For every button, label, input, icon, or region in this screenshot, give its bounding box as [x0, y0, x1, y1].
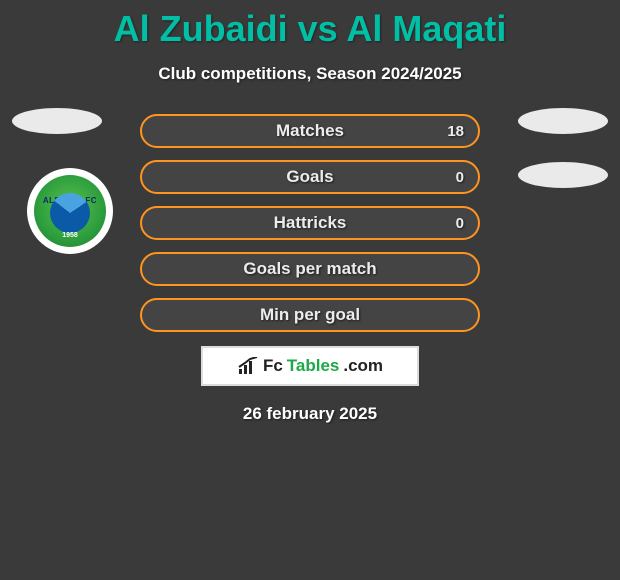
stat-row-goals-per-match: Goals per match	[140, 252, 480, 286]
stat-label: Goals per match	[243, 259, 376, 279]
footer-date: 26 february 2025	[0, 404, 620, 424]
stat-label: Min per goal	[260, 305, 360, 325]
placeholder-oval-right-2	[518, 162, 608, 188]
brand-prefix: Fc	[263, 356, 283, 376]
placeholder-oval-right-1	[518, 108, 608, 134]
club-badge-inner: ALFATEH FC 1958	[34, 175, 106, 247]
stat-label: Matches	[276, 121, 344, 141]
brand-suffix: .com	[343, 356, 383, 376]
stat-value: 0	[456, 169, 464, 186]
page-title: Al Zubaidi vs Al Maqati	[0, 0, 620, 50]
stat-row-matches: Matches 18	[140, 114, 480, 148]
placeholder-oval-left	[12, 108, 102, 134]
stat-value: 0	[456, 215, 464, 232]
stat-row-hattricks: Hattricks 0	[140, 206, 480, 240]
stat-row-min-per-goal: Min per goal	[140, 298, 480, 332]
club-badge: ALFATEH FC 1958	[27, 168, 113, 254]
stat-label: Hattricks	[274, 213, 347, 233]
stat-row-goals: Goals 0	[140, 160, 480, 194]
club-badge-spiral-icon	[50, 193, 90, 233]
club-badge-year: 1958	[62, 232, 78, 239]
subtitle: Club competitions, Season 2024/2025	[0, 64, 620, 84]
chart-icon	[237, 357, 259, 375]
brand-box[interactable]: FcTables.com	[201, 346, 419, 386]
stat-value: 18	[447, 123, 464, 140]
stat-label: Goals	[286, 167, 333, 187]
brand-mid: Tables	[287, 356, 340, 376]
stat-rows: Matches 18 Goals 0 Hattricks 0 Goals per…	[140, 114, 480, 332]
stats-area: ALFATEH FC 1958 Matches 18 Goals 0 Hattr…	[0, 114, 620, 424]
